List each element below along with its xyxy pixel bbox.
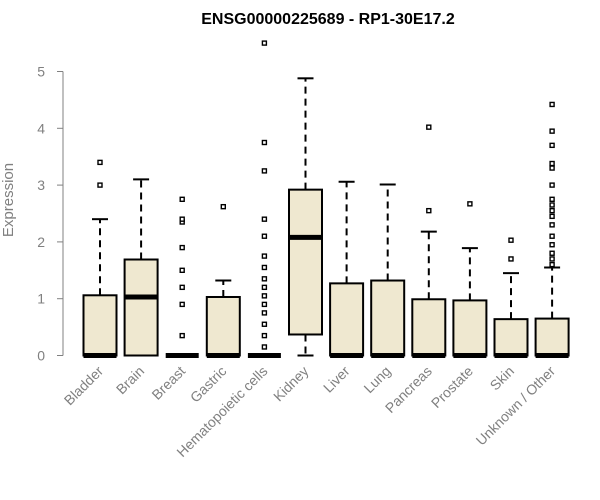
outlier-point [261, 264, 268, 271]
outlier-point [97, 182, 103, 188]
box-liver [329, 180, 365, 358]
box-pancreas [411, 124, 447, 358]
outlier-point [261, 276, 268, 282]
outlier-point [261, 168, 268, 174]
y-tick-label: 5 [37, 64, 45, 80]
outlier-point [179, 244, 185, 251]
outlier-point [261, 40, 268, 46]
outlier-point [220, 203, 227, 210]
y-axis: 0 1 2 3 4 5 [37, 64, 64, 364]
outlier-point [97, 159, 103, 166]
x-tick-label: Kidney [270, 363, 312, 405]
outlier-point [549, 256, 555, 262]
y-tick-label: 1 [37, 291, 45, 307]
outlier-point [179, 284, 185, 291]
box-rect [205, 295, 241, 357]
outlier-point [549, 261, 555, 268]
outlier-point [549, 165, 555, 171]
outlier-point [261, 216, 268, 222]
box-rect [82, 294, 118, 357]
outlier-point [549, 128, 555, 134]
outlier-point [549, 242, 555, 248]
x-tick-label: Bladder [61, 363, 107, 409]
x-tick-label: Lung [360, 363, 393, 396]
outlier-point [261, 253, 268, 259]
x-tick-label: Brain [113, 363, 147, 397]
outlier-point [261, 139, 268, 146]
outlier-point [179, 332, 185, 339]
outlier-point [549, 101, 555, 108]
box-lung [370, 183, 406, 358]
x-tick-label: Prostate [428, 363, 476, 411]
x-tick-label: Liver [320, 363, 353, 396]
outlier-point [179, 267, 185, 273]
outlier-point [549, 233, 555, 239]
box-rect [329, 282, 365, 357]
box-rect [452, 299, 488, 357]
box-bladder [82, 159, 118, 358]
box-rect [493, 318, 529, 357]
outlier-point [261, 332, 268, 339]
y-tick-label: 3 [37, 177, 45, 193]
box-rect [534, 317, 570, 357]
outlier-point [426, 207, 432, 214]
outlier-point [179, 196, 185, 203]
outlier-point [549, 160, 555, 167]
outlier-point [549, 213, 555, 220]
outlier-point [549, 222, 555, 228]
x-tick-label: Breast [148, 363, 188, 403]
y-tick-label: 0 [37, 348, 45, 364]
box-prostate [452, 201, 488, 358]
box-rect [123, 258, 159, 357]
outlier-point [549, 207, 555, 214]
outlier-point [179, 216, 185, 222]
box-rect [288, 188, 323, 336]
box-skin [493, 237, 529, 358]
box-hematopoietic-cells [247, 40, 281, 358]
y-tick-label: 4 [37, 120, 45, 136]
outlier-point [549, 196, 555, 203]
outlier-point [508, 237, 514, 243]
box-unknown-other [534, 101, 570, 358]
outlier-point [508, 256, 514, 262]
outlier-point [261, 293, 268, 299]
outlier-point [549, 142, 555, 149]
outlier-point [549, 202, 555, 208]
box-breast [165, 196, 199, 358]
outlier-point [261, 344, 268, 350]
outlier-point [467, 201, 473, 207]
y-tick-label: 2 [37, 234, 45, 250]
outlier-point [549, 250, 555, 256]
outlier-point [549, 182, 555, 188]
boxes [82, 40, 570, 358]
outlier-point [261, 284, 268, 291]
chart-title: ENSG00000225689 - RP1-30E17.2 [201, 11, 455, 28]
outlier-point [261, 301, 268, 308]
box-rect [411, 298, 447, 357]
box-brain [123, 178, 159, 357]
outlier-point [261, 310, 268, 316]
x-tick-label: Skin [487, 363, 518, 394]
outlier-point [261, 233, 268, 239]
box-kidney [288, 77, 323, 357]
box-gastric [205, 203, 241, 358]
box-rect [370, 279, 406, 357]
outlier-point [179, 301, 185, 308]
outlier-point [426, 124, 432, 130]
y-axis-title: Expression [0, 163, 17, 237]
outlier-point [261, 321, 268, 327]
